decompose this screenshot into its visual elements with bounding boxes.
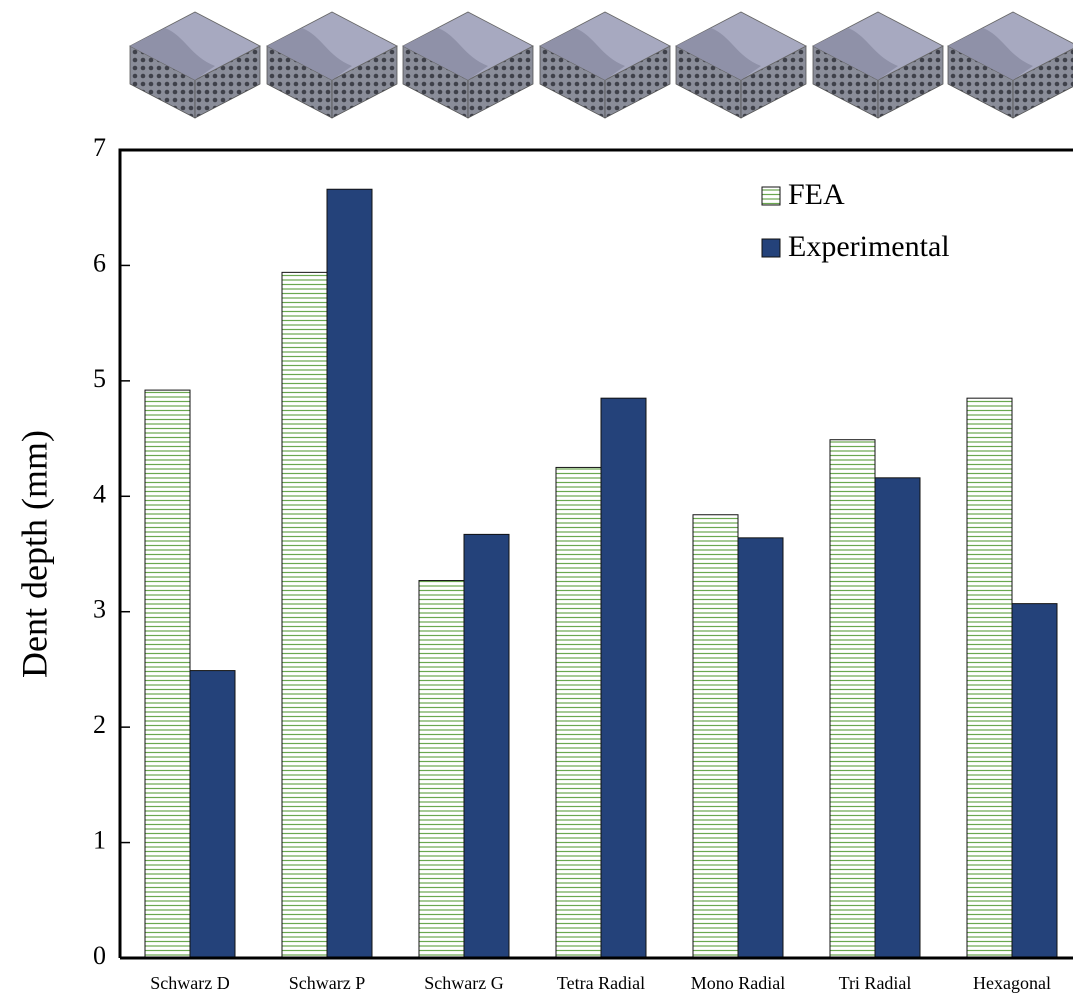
bar — [600, 397, 647, 959]
y-axis-label: Dent depth (mm) — [14, 430, 54, 678]
x-tick-label: Schwarz D — [150, 973, 229, 993]
lattice-thumbnails — [129, 11, 1073, 119]
y-tick-label: 4 — [93, 479, 106, 508]
y-tick-label: 7 — [93, 133, 106, 162]
legend-swatch — [761, 186, 781, 206]
y-tick-label: 6 — [93, 248, 106, 277]
bar — [829, 439, 876, 959]
bar — [874, 477, 921, 959]
x-tick-label: Mono Radial — [691, 973, 786, 993]
bar — [692, 514, 739, 959]
x-tick-label: Schwarz G — [424, 973, 503, 993]
x-tick-label: Hexagonal — [973, 973, 1051, 993]
x-tick-label: Tri Radial — [839, 973, 912, 993]
x-tick-label: Tetra Radial — [557, 973, 645, 993]
bar — [966, 397, 1013, 959]
bar — [281, 271, 328, 959]
bar — [144, 389, 191, 959]
bar — [737, 537, 784, 959]
bar — [555, 466, 602, 959]
y-tick-label: 2 — [93, 710, 106, 739]
y-tick-label: 1 — [93, 826, 106, 855]
x-tick-label: Schwarz P — [289, 973, 365, 993]
bar — [463, 533, 510, 959]
bar — [326, 188, 373, 959]
bar — [189, 670, 236, 959]
legend-swatch — [761, 238, 781, 258]
y-tick-label: 0 — [93, 941, 106, 970]
legend-label: Experimental — [788, 230, 950, 263]
y-tick-label: 3 — [93, 595, 106, 624]
y-tick-label: 5 — [93, 364, 106, 393]
bar — [418, 580, 465, 959]
bar — [1011, 603, 1058, 959]
legend-label: FEA — [788, 178, 845, 211]
